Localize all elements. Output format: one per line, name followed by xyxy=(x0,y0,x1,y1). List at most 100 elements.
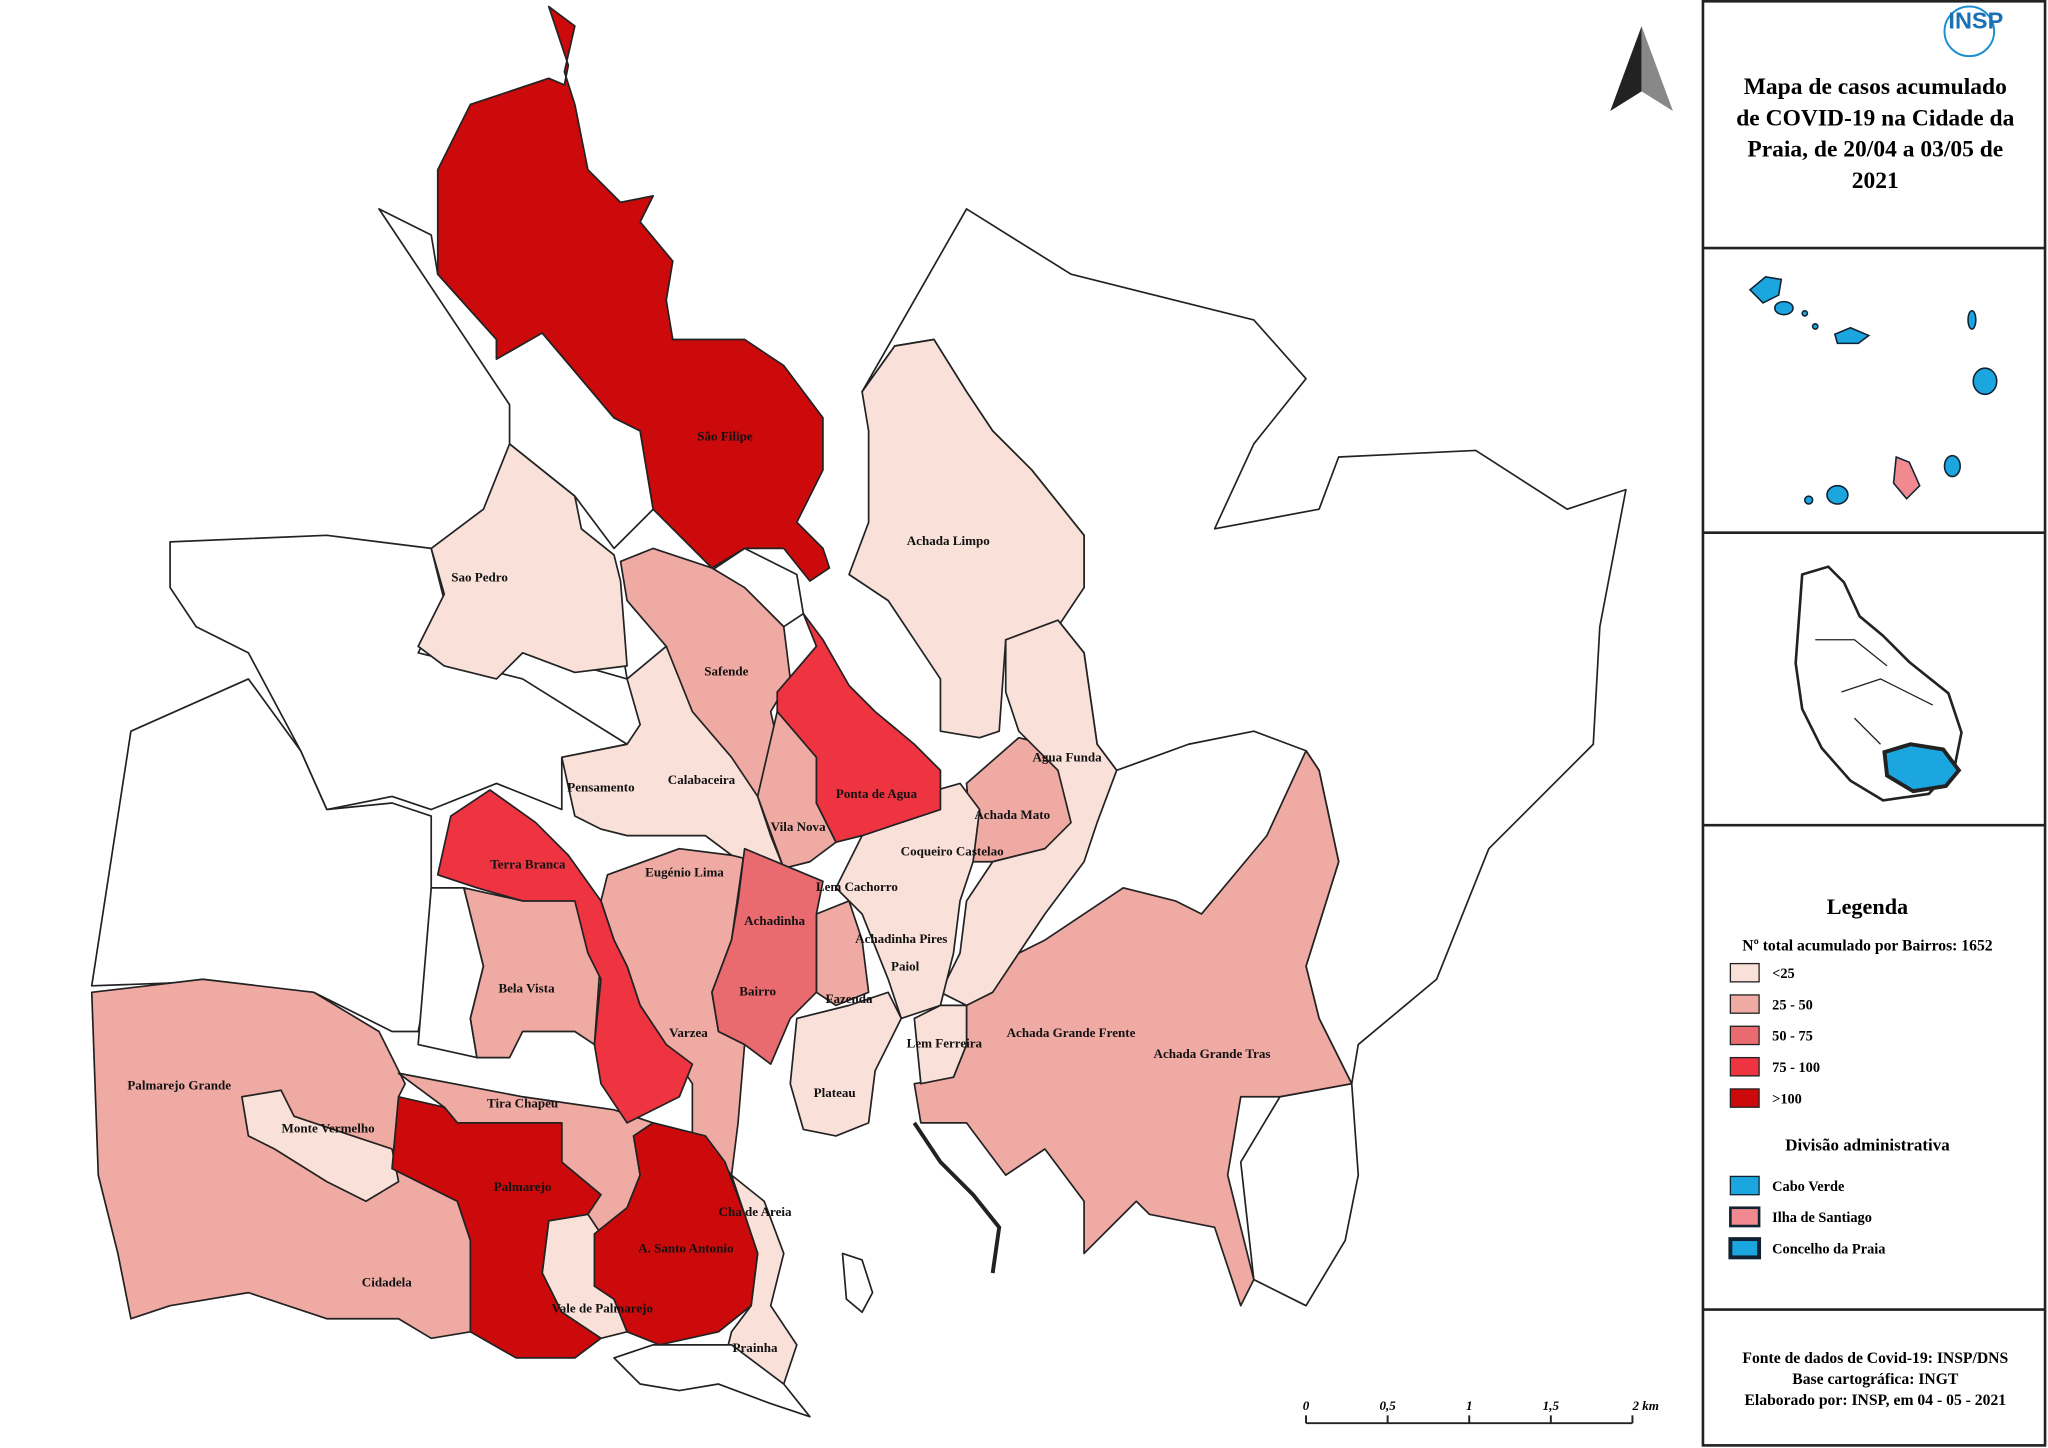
area xyxy=(1239,1082,1360,1307)
district-label: Cha de Areia xyxy=(719,1204,792,1219)
side-panel xyxy=(1701,0,2047,1447)
legend-label: Cabo Verde xyxy=(1772,1179,1844,1195)
district-label: Bairro xyxy=(739,983,776,998)
north-arrow xyxy=(1641,26,1673,111)
district-label: Lem Ferreira xyxy=(907,1036,983,1051)
legend-subtitle: Nº total acumulado por Bairros: 1652 xyxy=(1742,938,1992,955)
district-label: São Filipe xyxy=(697,428,753,443)
district xyxy=(711,847,824,1065)
district-label: Cidadela xyxy=(362,1274,412,1289)
source-line: Fonte de dados de Covid-19: INSP/DNS xyxy=(1742,1350,2008,1367)
concelho-praia xyxy=(1882,742,1962,794)
island-santiago xyxy=(1892,455,1921,500)
district xyxy=(560,645,785,870)
district xyxy=(789,991,903,1137)
island xyxy=(1748,275,1783,304)
pier xyxy=(912,1121,1002,1274)
district-label: Monte Vermelho xyxy=(282,1120,376,1135)
district xyxy=(913,1004,968,1085)
district-label: Plateau xyxy=(814,1085,856,1100)
legend-swatch xyxy=(1729,1056,1760,1077)
source: Fonte de dados de Covid-19: INSP/DNS Base… xyxy=(1742,1350,2008,1409)
inset-santiago xyxy=(1794,565,1963,802)
district-label: Achadinha xyxy=(744,913,805,928)
district-label: Eugénio Lima xyxy=(645,865,724,880)
district-label: Safende xyxy=(704,663,748,678)
island xyxy=(1811,323,1819,330)
district-label: A. Santo Antonio xyxy=(638,1241,734,1256)
legend-label: <25 xyxy=(1772,966,1795,982)
map xyxy=(90,5,1627,1418)
district xyxy=(436,5,831,582)
legend: Legenda Nº total acumulado por Bairros: 1… xyxy=(1728,894,1993,1260)
island xyxy=(1943,454,1961,478)
district-label: Palmarejo xyxy=(494,1179,552,1194)
title-line: de COVID-19 na Cidade da xyxy=(1736,105,2014,131)
district xyxy=(241,1089,400,1203)
district xyxy=(913,749,1353,1307)
legend-swatch xyxy=(1729,1088,1760,1108)
legend-label: >100 xyxy=(1772,1091,1802,1107)
district-label: Palmarejo Grande xyxy=(127,1077,231,1092)
district xyxy=(835,782,981,1020)
scale-label: 1 xyxy=(1466,1398,1473,1413)
district-label: Coqueiro Castelao xyxy=(901,844,1005,859)
legend-label: Concelho da Praia xyxy=(1772,1241,1885,1257)
area xyxy=(613,1344,811,1418)
island xyxy=(1773,300,1794,316)
area xyxy=(90,678,433,1033)
legend-label: Ilha de Santiago xyxy=(1772,1210,1872,1226)
district-label: Fazenda xyxy=(825,991,873,1006)
district-label: Pensamento xyxy=(567,780,635,795)
title-line: 2021 xyxy=(1852,168,1899,194)
legend-swatch xyxy=(1729,994,1760,1014)
district-label: Lem Cachorro xyxy=(816,879,898,894)
district-label: Calabaceira xyxy=(668,772,736,787)
district-label: Achada Grande Tras xyxy=(1154,1046,1271,1061)
logo: INSP xyxy=(1948,8,2003,34)
island xyxy=(1972,367,1998,396)
district-label: Varzea xyxy=(669,1025,708,1040)
district xyxy=(848,338,1085,739)
legend-swatch xyxy=(1728,1237,1762,1260)
legend-label: 50 - 75 xyxy=(1772,1029,1813,1045)
island xyxy=(1804,495,1814,505)
district-label: Vila Nova xyxy=(771,819,826,834)
scale-bar: 0 0,5 1 1,5 2 km xyxy=(1303,1398,1659,1425)
santiago-outline xyxy=(1794,565,1963,802)
district-label: Paiol xyxy=(891,959,920,974)
district xyxy=(417,443,628,680)
scale-label: 2 km xyxy=(1631,1398,1658,1413)
legend-swatch xyxy=(1729,962,1760,983)
district xyxy=(436,789,694,1124)
island xyxy=(1833,326,1871,345)
inset-cabo-verde xyxy=(1748,275,1998,505)
district-label: Achada Grande Frente xyxy=(1007,1025,1136,1040)
islet xyxy=(841,1252,874,1314)
district-label: Vale de Palmarejo xyxy=(552,1301,654,1316)
legend-label: 75 - 100 xyxy=(1772,1060,1820,1076)
legend-division-title: Divisão administrativa xyxy=(1785,1135,1950,1154)
title: Mapa de casos acumulado de COVID-19 na Ci… xyxy=(1736,74,2014,194)
title-line: Praia, de 20/04 a 03/05 de xyxy=(1747,137,2003,163)
district xyxy=(593,1122,759,1346)
scale-label: 0,5 xyxy=(1379,1398,1396,1413)
district-label: Agua Funda xyxy=(1032,750,1102,765)
scale-label: 1,5 xyxy=(1543,1398,1560,1413)
island xyxy=(1801,309,1809,317)
area xyxy=(169,534,628,811)
scale-label: 0 xyxy=(1303,1398,1310,1413)
legend-swatch xyxy=(1729,1025,1760,1046)
district-label: Tira Chapeu xyxy=(487,1096,558,1111)
district-label: Achada Limpo xyxy=(907,533,990,548)
district-label: Achada Mato xyxy=(974,807,1050,822)
legend-label: 25 - 50 xyxy=(1772,997,1813,1013)
municipal-borders xyxy=(1815,639,1934,745)
legend-title: Legenda xyxy=(1827,894,1908,919)
district-label: Terra Branca xyxy=(490,857,566,872)
map-labels: São Filipe Achada Limpo Sao Pedro Safende Ag… xyxy=(127,428,1270,1354)
island xyxy=(1826,484,1849,505)
district-label: Achadinha Pires xyxy=(855,931,947,946)
district-label: Bela Vista xyxy=(498,981,555,996)
